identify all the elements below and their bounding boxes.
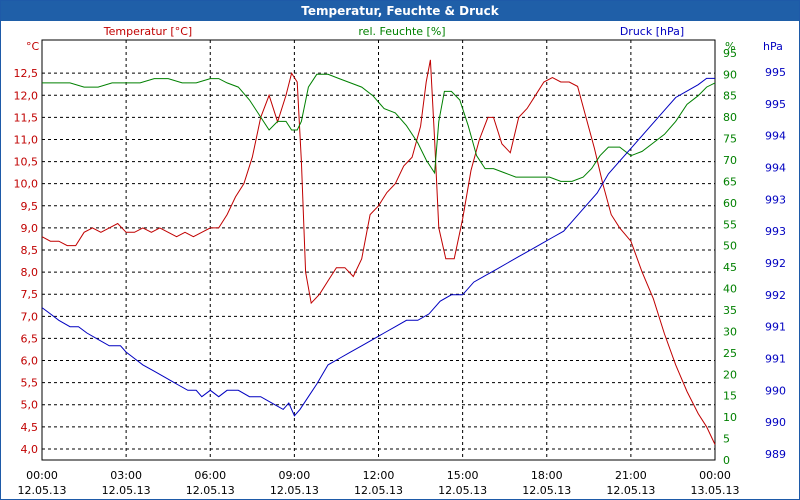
pressure-tick-label: 995 — [765, 98, 786, 111]
gridlines — [42, 40, 715, 460]
temperature-tick-label: 9,5 — [21, 200, 39, 213]
pressure-tick-label: 989 — [765, 448, 786, 461]
temperature-tick-label: 9,0 — [21, 222, 39, 235]
temperature-tick-label: 5,5 — [21, 377, 39, 390]
pressure-tick-label: 990 — [765, 416, 786, 429]
pressure-tick-label: 992 — [765, 289, 786, 302]
date-tick-label: 12.05.13 — [102, 484, 151, 497]
humidity-tick-label: 60 — [723, 197, 737, 210]
legend-pressure: Druck [hPa] — [620, 25, 684, 38]
humidity-tick-label: 20 — [723, 368, 737, 381]
time-tick-label: 09:00 — [279, 469, 311, 482]
humidity-tick-label: 40 — [723, 283, 737, 296]
pressure-tick-label: 990 — [765, 384, 786, 397]
temperature-tick-label: 5,0 — [21, 399, 39, 412]
humidity-tick-label: 0 — [723, 454, 730, 467]
temperature-tick-label: 4,0 — [21, 443, 39, 456]
date-tick-label: 12.05.13 — [270, 484, 319, 497]
time-tick-label: 00:00 — [699, 469, 731, 482]
date-tick-label: 12.05.13 — [186, 484, 235, 497]
humidity-tick-label: 35 — [723, 304, 737, 317]
time-tick-label: 12:00 — [363, 469, 395, 482]
pressure-tick-label: 991 — [765, 321, 786, 334]
humidity-tick-label: 95 — [723, 47, 737, 60]
date-tick-label: 12.05.13 — [18, 484, 67, 497]
temperature-tick-label: 4,5 — [21, 421, 39, 434]
humidity-tick-label: 85 — [723, 90, 737, 103]
pressure-tick-label: 994 — [765, 162, 786, 175]
humidity-tick-label: 80 — [723, 111, 737, 124]
humidity-tick-label: 75 — [723, 133, 737, 146]
time-tick-label: 18:00 — [531, 469, 563, 482]
pressure-tick-label: 992 — [765, 257, 786, 270]
series-lines — [41, 59, 716, 445]
humidity-axis-ticks: 0 5 10 15 20 25 30 35 40 45 50 55 60 65 70 75 80 85 90 95 — [723, 47, 737, 467]
time-tick-label: 03:00 — [110, 469, 142, 482]
pressure-tick-label: 995 — [765, 66, 786, 79]
humidity-tick-label: 70 — [723, 154, 737, 167]
humidity-tick-label: 50 — [723, 240, 737, 253]
humidity-tick-label: 90 — [723, 68, 737, 81]
humidity-unit-label: % — [725, 40, 735, 53]
date-tick-label: 12.05.13 — [438, 484, 487, 497]
temperature-tick-label: 8,0 — [21, 266, 39, 279]
date-tick-label: 12.05.13 — [354, 484, 403, 497]
humidity-tick-label: 65 — [723, 175, 737, 188]
temperature-tick-label: 10,5 — [14, 156, 39, 169]
temperature-tick-label: 12,0 — [14, 89, 39, 102]
time-tick-label: 00:00 — [26, 469, 58, 482]
humidity-tick-label: 45 — [723, 261, 737, 274]
pressure-tick-label: 993 — [765, 193, 786, 206]
temperature-unit-label: °C — [26, 40, 40, 53]
temperature-tick-label: 11,5 — [14, 111, 39, 124]
series-line-humidity — [42, 73, 716, 182]
series-line-temperature — [41, 59, 716, 445]
pressure-tick-label: 993 — [765, 225, 786, 238]
humidity-tick-label: 10 — [723, 411, 737, 424]
humidity-tick-label: 5 — [723, 433, 730, 446]
humidity-tick-label: 25 — [723, 347, 737, 360]
temperature-tick-label: 11,0 — [14, 133, 39, 146]
temperature-tick-label: 8,5 — [21, 244, 39, 257]
time-tick-label: 21:00 — [615, 469, 647, 482]
date-tick-label: 13.05.13 — [691, 484, 740, 497]
date-tick-label: 12.05.13 — [522, 484, 571, 497]
series-line-pressure — [41, 77, 715, 417]
date-tick-label: 12.05.13 — [606, 484, 655, 497]
temperature-tick-label: 12,5 — [14, 67, 39, 80]
temperature-tick-label: 7,0 — [21, 310, 39, 323]
humidity-tick-label: 30 — [723, 325, 737, 338]
time-tick-label: 15:00 — [447, 469, 479, 482]
temperature-tick-label: 6,5 — [21, 332, 39, 345]
pressure-tick-label: 994 — [765, 130, 786, 143]
time-tick-label: 06:00 — [194, 469, 226, 482]
legend-humidity: rel. Feuchte [%] — [358, 25, 445, 38]
pressure-tick-label: 991 — [765, 353, 786, 366]
temperature-tick-label: 10,0 — [14, 178, 39, 191]
window-title: Temperatur, Feuchte & Druck — [1, 1, 799, 21]
humidity-tick-label: 55 — [723, 218, 737, 231]
temperature-tick-label: 7,5 — [21, 288, 39, 301]
pressure-unit-label: hPa — [763, 40, 783, 53]
humidity-tick-label: 15 — [723, 390, 737, 403]
temperature-tick-label: 6,0 — [21, 355, 39, 368]
pressure-axis-ticks: 989 990 990 991 991 992 992 993 993 994 994 995 995 — [765, 66, 786, 461]
temperature-axis-ticks: 4,0 4,5 5,0 5,5 6,0 6,5 7,0 7,5 8,0 8,5 9,0 9,5 10,0… — [14, 67, 39, 456]
legend-temperature: Temperatur [°C] — [103, 25, 192, 38]
time-axis-ticks: 00:00 12.05.13 03:00 12.05.13 06:00 12.05.13 0… — [18, 469, 740, 497]
